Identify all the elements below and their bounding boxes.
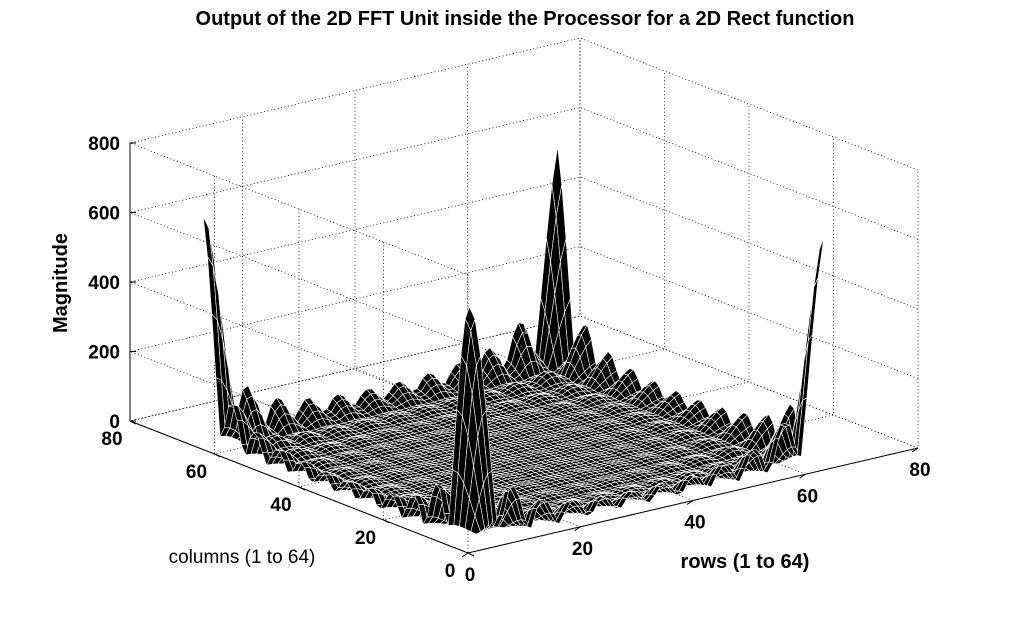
x-tick-label: 40 <box>684 513 705 534</box>
x-tick-mark <box>911 447 919 453</box>
z-tick-label: 200 <box>88 343 120 364</box>
z-tick-label: 400 <box>88 273 120 294</box>
x-tick-label: 20 <box>572 539 593 560</box>
x-tick-mark <box>461 552 469 558</box>
y-tick-mark <box>383 519 390 524</box>
x-tick-mark <box>574 526 581 532</box>
z-axis-label: Magnitude <box>50 233 72 333</box>
grid-line-y <box>383 137 834 521</box>
y-axis-label: columns (1 to 64) <box>169 547 316 568</box>
y-tick-label: 20 <box>355 528 376 549</box>
chart-title: Output of the 2D FFT Unit inside the Pro… <box>196 8 855 30</box>
surface-plot <box>202 146 825 535</box>
y-tick-label: 0 <box>445 561 456 582</box>
y-tick-label: 40 <box>270 495 291 516</box>
x-tick-label: 0 <box>465 565 476 586</box>
z-tick-label: 0 <box>109 412 120 433</box>
grid-lines <box>128 37 919 554</box>
x-tick-mark <box>686 500 694 505</box>
y-tick-mark <box>214 453 221 458</box>
x-tick-mark <box>799 473 806 479</box>
z-tick-label: 800 <box>88 134 120 155</box>
grid-line-y <box>214 71 665 455</box>
grid-line-y <box>467 170 919 554</box>
y-tick-mark <box>298 486 306 491</box>
grid-line-z <box>128 107 919 345</box>
grid-line-y <box>298 104 750 488</box>
x-tick-label: 60 <box>797 486 818 507</box>
surface-patch <box>813 237 825 287</box>
grid-line-z <box>128 37 919 276</box>
y-tick-label: 60 <box>186 462 207 483</box>
y-tick-label: 80 <box>101 429 122 450</box>
x-axis-label: rows (1 to 64) <box>681 551 810 573</box>
x-tick-label: 80 <box>909 460 930 481</box>
y-tick-mark <box>467 552 475 557</box>
surface-patch <box>807 277 819 342</box>
grid-line-y <box>129 38 581 422</box>
z-tick-label: 600 <box>88 204 120 225</box>
axes <box>129 142 919 558</box>
